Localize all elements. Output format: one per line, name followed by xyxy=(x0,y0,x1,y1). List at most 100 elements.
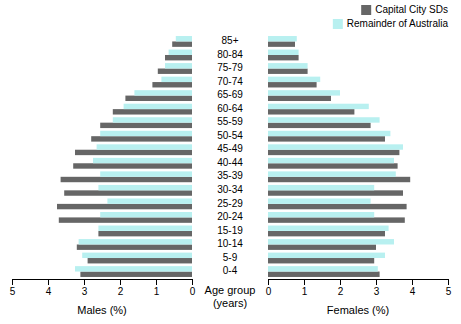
bar xyxy=(268,90,340,95)
bar xyxy=(268,272,380,277)
tick-label: 4 xyxy=(46,286,52,297)
tick: 4 xyxy=(46,279,52,297)
category-label: 15-19 xyxy=(217,225,243,236)
bar xyxy=(268,212,374,217)
bar xyxy=(98,231,192,236)
legend-item: Capital City SDs xyxy=(361,4,448,15)
bar xyxy=(268,117,380,122)
bar xyxy=(80,272,192,277)
bar xyxy=(268,231,385,236)
bar xyxy=(268,41,295,46)
tick-label: 1 xyxy=(302,286,308,297)
tick-mark xyxy=(48,279,49,285)
bar xyxy=(152,82,192,87)
category-label: 25-29 xyxy=(217,198,243,209)
bar xyxy=(268,36,297,41)
category-label: 60-64 xyxy=(217,103,243,114)
tick-mark xyxy=(376,279,377,285)
tick-label: 5 xyxy=(446,286,452,297)
tick: 2 xyxy=(338,279,344,297)
tick: 1 xyxy=(154,279,160,297)
bar xyxy=(268,198,371,203)
tick-mark xyxy=(304,279,305,285)
tick-mark xyxy=(84,279,85,285)
category-label: 55-59 xyxy=(217,116,243,127)
tick-mark xyxy=(156,279,157,285)
bar xyxy=(61,177,192,182)
tick: 0 xyxy=(190,279,196,297)
tick: 2 xyxy=(118,279,124,297)
bar xyxy=(73,163,192,168)
tick-label: 2 xyxy=(338,286,344,297)
tick-label: 4 xyxy=(410,286,416,297)
bar xyxy=(268,163,398,168)
tick-mark xyxy=(192,279,193,285)
bar xyxy=(172,41,192,46)
bar xyxy=(268,77,320,82)
category-label: 65-69 xyxy=(217,89,243,100)
tick: 1 xyxy=(302,279,308,297)
bar xyxy=(113,109,192,114)
bar xyxy=(113,117,192,122)
bar xyxy=(161,77,192,82)
legend: Capital City SDs Remainder of Australia xyxy=(333,4,449,29)
category-label: 80-84 xyxy=(217,49,243,60)
bar xyxy=(268,204,407,209)
bar xyxy=(268,63,308,68)
bar xyxy=(176,36,192,41)
bar xyxy=(75,266,192,271)
tick: 0 xyxy=(266,279,272,297)
tick-mark xyxy=(120,279,121,285)
bar xyxy=(268,136,385,141)
axis-title-line: (years) xyxy=(213,297,247,309)
bar xyxy=(268,131,390,136)
bar xyxy=(100,212,192,217)
tick: 3 xyxy=(82,279,88,297)
chart: 012345Males (%)85+80-8475-7970-7465-6960… xyxy=(0,0,461,324)
category-label: 75-79 xyxy=(217,62,243,73)
tick-mark xyxy=(12,279,13,285)
bar xyxy=(268,190,403,195)
bar xyxy=(268,109,354,114)
category-label: 35-39 xyxy=(217,170,243,181)
tick: 5 xyxy=(10,279,16,297)
category-label: 45-49 xyxy=(217,143,243,154)
bar xyxy=(268,244,376,249)
tick: 5 xyxy=(446,279,452,297)
bar xyxy=(268,239,394,244)
tick-mark xyxy=(268,279,269,285)
tick-label: 0 xyxy=(266,286,272,297)
category-label: 50-54 xyxy=(217,130,243,141)
tick: 3 xyxy=(374,279,380,297)
category-label: 5-9 xyxy=(223,252,238,263)
bar xyxy=(268,150,399,155)
legend-item: Remainder of Australia xyxy=(333,18,449,29)
bar xyxy=(268,226,389,231)
tick-mark xyxy=(340,279,341,285)
category-label: 20-24 xyxy=(217,211,243,222)
tick-label: 1 xyxy=(154,286,160,297)
bar xyxy=(268,171,396,176)
bar xyxy=(97,144,192,149)
bar xyxy=(165,63,192,68)
x-axis: 0 1 2 3 4 5 xyxy=(10,279,196,297)
bar xyxy=(268,185,374,190)
axis-title-line: Age group xyxy=(205,284,256,296)
bars xyxy=(268,36,410,277)
tick-mark xyxy=(448,279,449,285)
bar xyxy=(79,239,192,244)
legend-swatch xyxy=(333,19,343,29)
bar xyxy=(268,144,403,149)
bar xyxy=(158,69,192,74)
axis-title: Males (%) xyxy=(77,304,127,316)
bar xyxy=(98,226,192,231)
tick-label: 3 xyxy=(374,286,380,297)
bar xyxy=(75,150,192,155)
legend-swatch xyxy=(361,5,371,15)
bar xyxy=(82,253,192,258)
tick-label: 2 xyxy=(118,286,124,297)
bar xyxy=(57,204,192,209)
bar xyxy=(134,90,192,95)
x-axis: 0 1 2 3 4 5 xyxy=(266,279,452,297)
category-labels: 85+80-8475-7970-7465-6960-6455-5950-5445… xyxy=(217,35,243,276)
